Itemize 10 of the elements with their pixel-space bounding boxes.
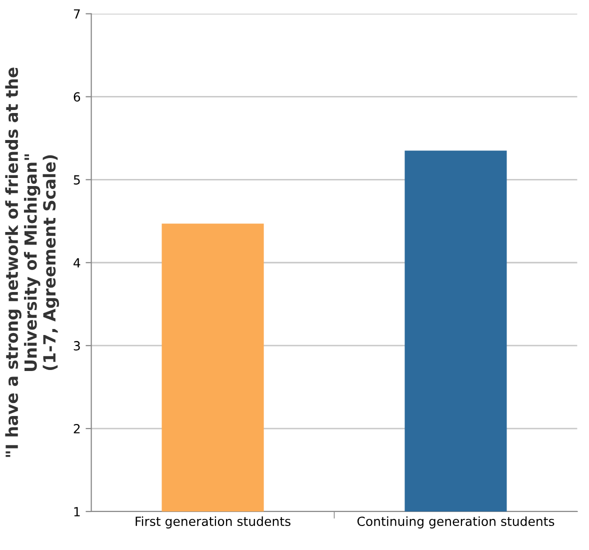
y-tick-label: 2 <box>74 424 80 434</box>
x-tick-label: First generation students <box>136 516 290 528</box>
y-tick-label: 4 <box>74 258 80 268</box>
x-tick-label: Continuing generation students <box>357 516 554 528</box>
y-tick-label: 6 <box>74 92 80 102</box>
y-tick-label: 7 <box>74 9 80 18</box>
y-tick-label: 5 <box>74 175 80 185</box>
y-tick-label: 1 <box>74 507 80 516</box>
y-tick-label: 3 <box>74 341 80 351</box>
y-axis-title: "I have a strong network of friends at the University of Michigan" (1-7, Agreement Scale) <box>5 68 60 457</box>
